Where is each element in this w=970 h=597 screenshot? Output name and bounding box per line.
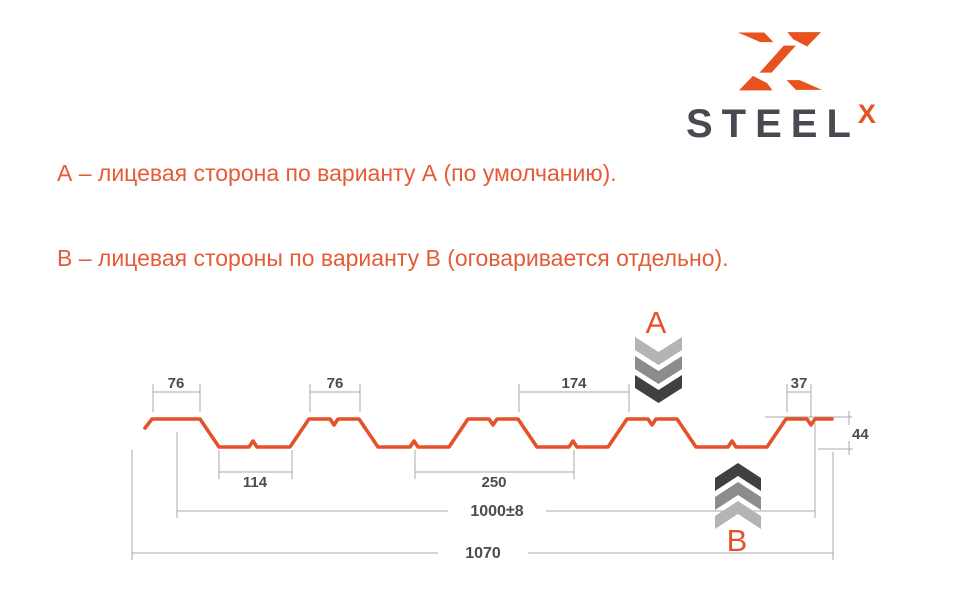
dimension-label-114: 114 [243,474,268,491]
chevron-up-light-icon [715,501,761,529]
logo-brand-text: STEEL [686,102,860,146]
dimension-label-1070: 1070 [465,545,501,562]
marker-side-b: В [715,463,761,558]
dimension-rib-height: 44 [765,411,869,455]
dimension-useful-width: 1000±8 [176,423,816,520]
note-variant-a: А – лицевая сторона по варианту А (по ум… [57,160,617,186]
logo-arm-top-right [787,32,822,47]
chevron-up-mid-icon [715,482,761,510]
dimension-crest-width-2: 76 [309,375,361,412]
dimension-edge-crest: 37 [786,375,812,418]
logo-arm-top-left [738,32,774,43]
dimension-label-37: 37 [791,375,808,392]
sheet-profile-outline [143,417,834,449]
marker-a-letter: А [646,305,667,340]
dimension-label-76a: 76 [168,375,185,392]
dimension-crest-gap: 174 [518,375,630,412]
dimension-overall-width: 1070 [131,450,834,562]
dimension-valley-width: 114 [218,450,293,491]
dimension-label-174: 174 [561,375,587,392]
dimension-label-44: 44 [852,426,869,443]
dimension-label-1000: 1000±8 [470,503,523,520]
dimension-crest-width-1: 76 [152,375,201,412]
chevron-down-mid-icon [635,356,682,384]
chevron-down-light-icon [635,337,682,365]
dimension-rib-pitch: 250 [414,450,575,491]
logo-center-band [759,45,796,73]
marker-side-a: А [635,305,682,403]
steelx-logo: STEELX [680,24,920,146]
logo-superscript-x: X [857,99,876,129]
marker-b-letter: В [727,523,748,558]
chevron-up-dark-icon [715,463,761,491]
logo-arm-bottom-left [738,75,773,91]
note-variant-b: В – лицевая стороны по варианту В (огова… [57,245,729,271]
dimension-label-76b: 76 [327,375,344,392]
dimension-label-250: 250 [481,474,506,491]
steelx-logo-icon [738,32,822,91]
logo-arm-bottom-right [786,80,822,90]
chevron-down-dark-icon [635,375,682,403]
logo-wordmark: STEELX [686,99,876,147]
